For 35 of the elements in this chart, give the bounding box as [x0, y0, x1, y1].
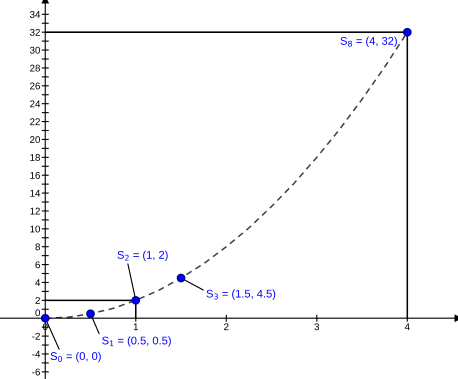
x-tick-label: 4: [404, 323, 410, 330]
y-tick-label: 24: [30, 100, 40, 108]
point: [131, 296, 140, 305]
annotation: S$_{0}$ = (0, 0): [50, 352, 101, 362]
y-tick-label: -2: [32, 332, 40, 340]
y-tick-label: 12: [30, 208, 40, 214]
y-tick-label: -4: [32, 350, 40, 358]
y-tick-label: 18: [30, 154, 40, 161]
y-tick-label: -6: [32, 368, 40, 376]
y-tick-label: 2: [35, 297, 40, 304]
y-tick-label: 16: [30, 172, 40, 179]
y-tick-label: 34: [30, 11, 40, 18]
point: [40, 314, 50, 323]
y-tick-label: 0: [35, 309, 40, 316]
x-tick-label: 3: [314, 323, 320, 330]
y-tick-label: 28: [30, 64, 40, 72]
y-tick-label: 26: [30, 82, 40, 90]
y-tick-label: 4: [35, 279, 40, 286]
point: [176, 274, 186, 282]
annotation: S$_{3}$ = (1.5, 4.5): [206, 289, 276, 300]
point: [86, 309, 95, 318]
annotation: S$_{2}$ = (1, 2): [118, 250, 168, 262]
annotation: S$_{8}$ = (4, 32): [340, 36, 397, 48]
y-tick-label: 32: [30, 28, 40, 36]
x-tick-label: 2: [224, 323, 228, 330]
point: [402, 28, 412, 37]
annotation: S$_{1}$ = (0.5, 0.5): [102, 336, 171, 347]
y-tick-label: 22: [30, 118, 40, 126]
y-tick-label: 8: [35, 243, 40, 250]
y-tick-label: 10: [30, 226, 40, 232]
y-tick-label: 14: [30, 190, 40, 197]
y-tick-label: 20: [30, 136, 40, 144]
y-tick-label: 6: [35, 261, 40, 268]
x-tick-label: 1: [134, 323, 138, 330]
y-tick-label: 30: [30, 46, 40, 54]
